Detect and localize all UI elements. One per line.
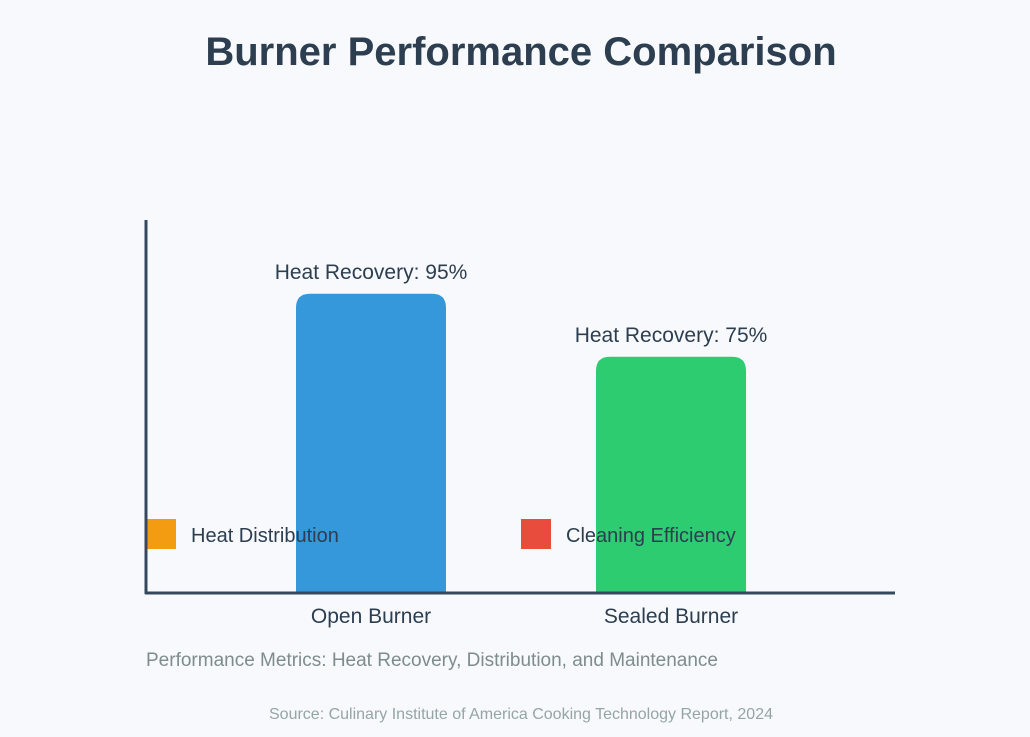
data-label: Heat Recovery: 75%	[575, 324, 768, 347]
legend-swatch-heat-distribution	[146, 519, 176, 549]
x-tick-label: Open Burner	[311, 605, 431, 628]
data-label: Heat Recovery: 95%	[275, 261, 468, 284]
legend-label: Heat Distribution	[191, 525, 339, 547]
chart-title: Burner Performance Comparison	[205, 30, 837, 74]
legend-swatch-cleaning-efficiency	[521, 519, 551, 549]
x-tick-label: Sealed Burner	[604, 605, 738, 628]
bar-open-burner	[296, 293, 446, 593]
bar-sealed-burner	[596, 356, 746, 593]
legend-label: Cleaning Efficiency	[566, 525, 736, 547]
source-note: Source: Culinary Institute of America Co…	[269, 706, 773, 723]
chart-subtitle: Performance Metrics: Heat Recovery, Dist…	[146, 650, 719, 671]
